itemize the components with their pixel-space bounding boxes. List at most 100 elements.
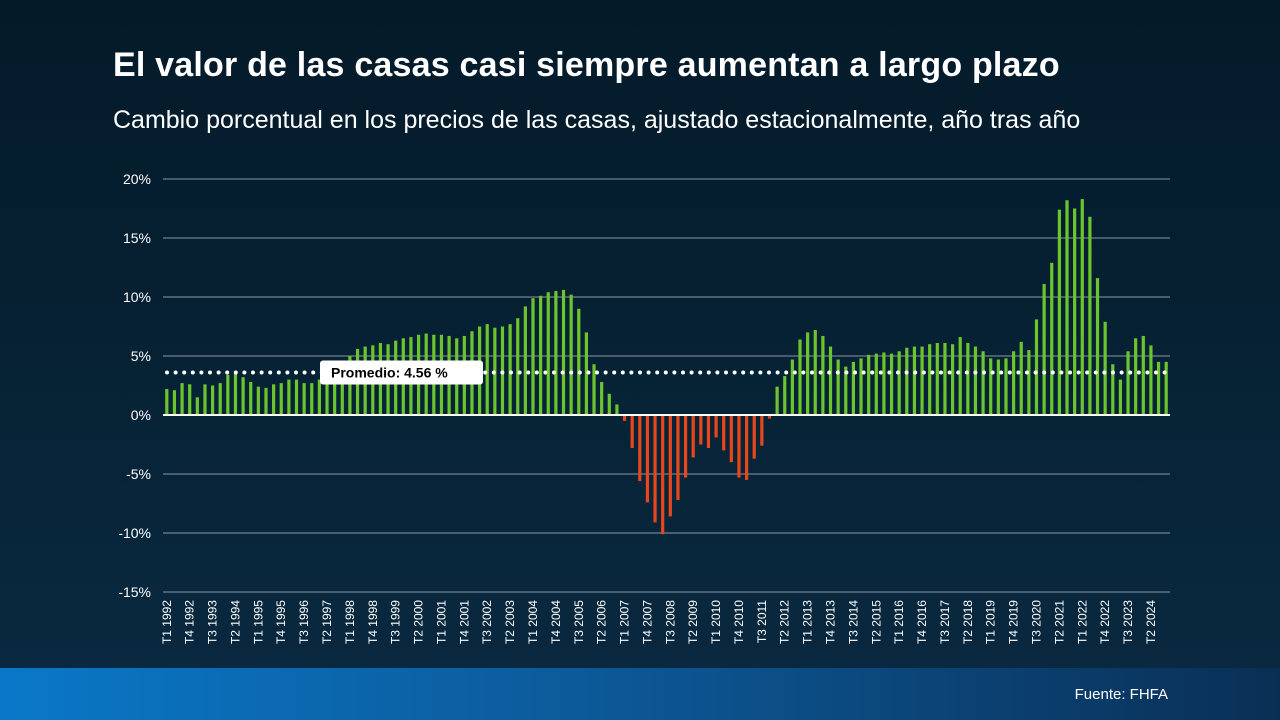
bar xyxy=(722,415,726,451)
bar xyxy=(928,344,932,415)
bar xyxy=(996,359,1000,415)
x-tick-label: T1 1995 xyxy=(251,600,265,644)
bar xyxy=(950,344,955,415)
x-tick-label: T4 2022 xyxy=(1098,600,1112,644)
bar xyxy=(317,379,321,415)
bar xyxy=(218,383,222,415)
bar xyxy=(508,324,512,415)
bar xyxy=(943,343,947,415)
bar xyxy=(333,373,337,415)
bar xyxy=(516,318,520,415)
bar xyxy=(1057,209,1061,415)
bar xyxy=(256,386,260,415)
x-tick-label: T4 2013 xyxy=(824,600,838,644)
bar xyxy=(592,364,596,415)
bar xyxy=(241,377,245,415)
bar xyxy=(294,379,299,415)
bar xyxy=(180,383,184,415)
bar xyxy=(752,415,756,459)
bar xyxy=(813,330,817,415)
x-tick-label: T2 1997 xyxy=(320,600,334,644)
x-tick-label: T3 2011 xyxy=(755,600,769,643)
x-tick-label: T3 2020 xyxy=(1029,600,1043,644)
bar xyxy=(668,415,672,517)
bar xyxy=(264,387,268,415)
bar xyxy=(1141,335,1145,415)
x-tick-label: T3 1999 xyxy=(389,600,403,644)
x-tick-label: T2 2006 xyxy=(595,600,609,644)
x-tick-label: T4 2010 xyxy=(732,600,746,644)
bar xyxy=(905,347,909,415)
bar xyxy=(340,367,344,415)
y-tick-label: 0% xyxy=(131,407,151,423)
x-tick-label: T1 1992 xyxy=(160,600,174,644)
x-tick-label: T3 2023 xyxy=(1121,600,1135,644)
bar xyxy=(1034,319,1039,415)
y-tick-label: 10% xyxy=(123,289,151,305)
bar xyxy=(1164,361,1168,415)
bar xyxy=(897,351,901,415)
bar xyxy=(272,384,276,415)
bar xyxy=(653,415,657,523)
bar xyxy=(1027,350,1031,415)
x-tick-label: T2 2012 xyxy=(778,600,792,644)
bar xyxy=(1149,345,1153,415)
bar xyxy=(485,324,489,415)
x-tick-label: T4 1998 xyxy=(366,600,380,644)
x-tick-label: T2 2015 xyxy=(869,600,883,644)
bar xyxy=(172,390,177,415)
y-tick-label: -5% xyxy=(126,466,151,482)
bar xyxy=(546,292,550,415)
bar xyxy=(1019,341,1023,415)
x-tick-label: T4 2001 xyxy=(457,600,471,644)
bar xyxy=(821,335,825,415)
bar xyxy=(699,415,703,445)
x-tick-label: T2 2024 xyxy=(1144,600,1158,644)
x-tick-label: T4 2004 xyxy=(549,600,563,644)
x-tick-label: T4 1992 xyxy=(183,600,197,644)
bar xyxy=(737,415,741,478)
bar xyxy=(531,298,535,415)
bar xyxy=(287,379,291,415)
x-tick-label: T3 2002 xyxy=(480,600,494,644)
average-line-group: Promedio: 4.56 % xyxy=(165,360,1170,385)
bar xyxy=(645,415,650,503)
x-tick-label: T2 2018 xyxy=(961,600,975,644)
x-tick-label: T2 2003 xyxy=(503,600,517,644)
bar xyxy=(745,415,749,480)
x-tick-label: T1 2007 xyxy=(618,600,632,644)
bar xyxy=(844,366,848,415)
x-tick-label: T2 1994 xyxy=(228,600,242,644)
bar xyxy=(706,415,711,449)
bar xyxy=(889,353,894,415)
bar xyxy=(1103,321,1107,415)
bar xyxy=(584,332,588,415)
bar xyxy=(973,346,978,415)
bar xyxy=(790,359,794,415)
chart-title: El valor de las casas casi siempre aumen… xyxy=(113,46,1060,84)
x-tick-label: T4 2019 xyxy=(1007,600,1021,644)
bar xyxy=(783,376,787,415)
y-tick-label: 15% xyxy=(123,230,151,246)
bar xyxy=(554,291,558,415)
bar xyxy=(622,415,627,421)
bar xyxy=(683,415,688,478)
x-tick-label: T2 2009 xyxy=(686,600,700,644)
bar xyxy=(859,358,863,415)
x-tick-label: T3 1993 xyxy=(206,600,220,644)
bar xyxy=(729,415,733,463)
bar xyxy=(1156,361,1161,415)
y-tick-label: 20% xyxy=(123,171,151,187)
x-axis-tick-labels: T1 1992 T4 1992 T3 1993 T2 1994 T1 1995 T4 19… xyxy=(160,600,1158,644)
bar xyxy=(1118,379,1123,415)
x-tick-label: T2 2000 xyxy=(412,600,426,644)
average-label: Promedio: 4.56 % xyxy=(331,365,448,381)
x-tick-label: T1 2022 xyxy=(1075,600,1089,644)
bar xyxy=(195,397,199,415)
bar xyxy=(638,415,642,482)
bar xyxy=(676,415,680,500)
y-tick-label: -10% xyxy=(118,525,151,541)
bar xyxy=(760,415,764,446)
bar xyxy=(1126,351,1130,415)
x-tick-label: T4 2007 xyxy=(640,600,654,644)
